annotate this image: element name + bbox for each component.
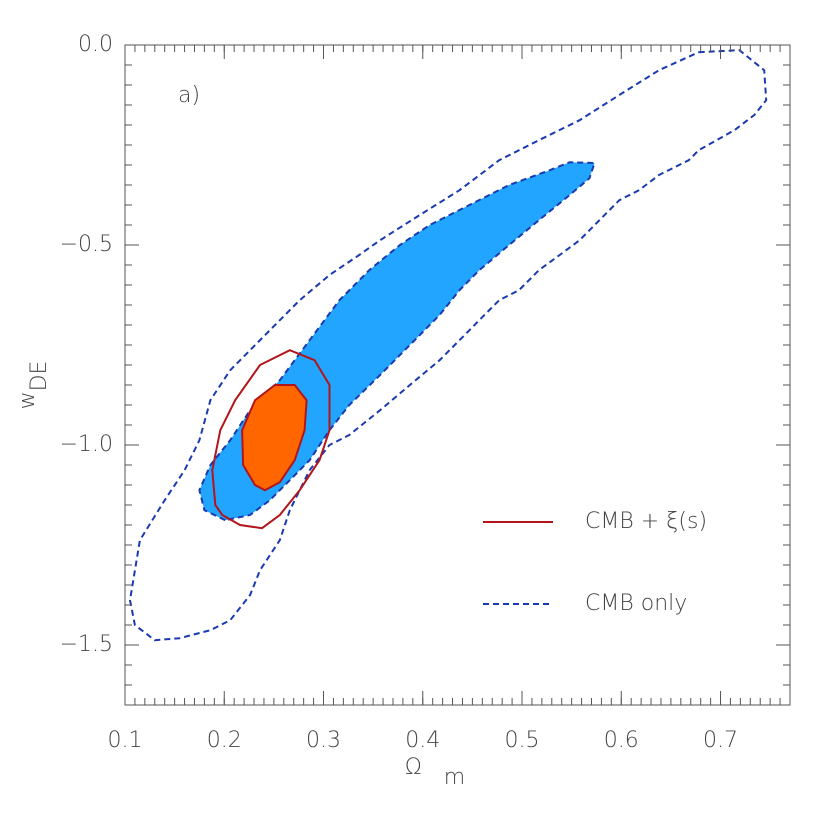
y-tick-label: −1.0	[60, 432, 113, 457]
x-tick-label: 0.1	[108, 728, 143, 753]
contour-line	[128, 49, 768, 642]
x-tick-label: 0.5	[505, 728, 540, 753]
annotation: a)	[178, 83, 200, 108]
y-axis-label: wDE	[15, 361, 52, 410]
axes-frame	[124, 44, 791, 706]
legend-label: CMB + ξ(s)	[585, 509, 707, 534]
x-tick-label: 0.3	[306, 728, 341, 753]
x-tick-label: 0.7	[703, 728, 738, 753]
x-label-subscript: m	[444, 765, 465, 790]
x-label-symbol: Ω	[405, 755, 422, 780]
x-tick-label: 0.6	[604, 728, 639, 753]
y-tick-label: −1.5	[60, 632, 113, 657]
legend-label: CMB only	[585, 591, 687, 616]
x-tick-label: 0.4	[405, 728, 440, 753]
plot-area	[128, 49, 768, 642]
contour-line	[211, 349, 331, 530]
y-tick-label: −0.5	[60, 232, 113, 257]
y-label-subscript: DE	[27, 361, 52, 392]
filled-contour	[241, 384, 308, 492]
y-tick-label: 0.0	[78, 32, 113, 57]
y-label-symbol: w	[15, 391, 40, 409]
x-tick-label: 0.2	[207, 728, 242, 753]
